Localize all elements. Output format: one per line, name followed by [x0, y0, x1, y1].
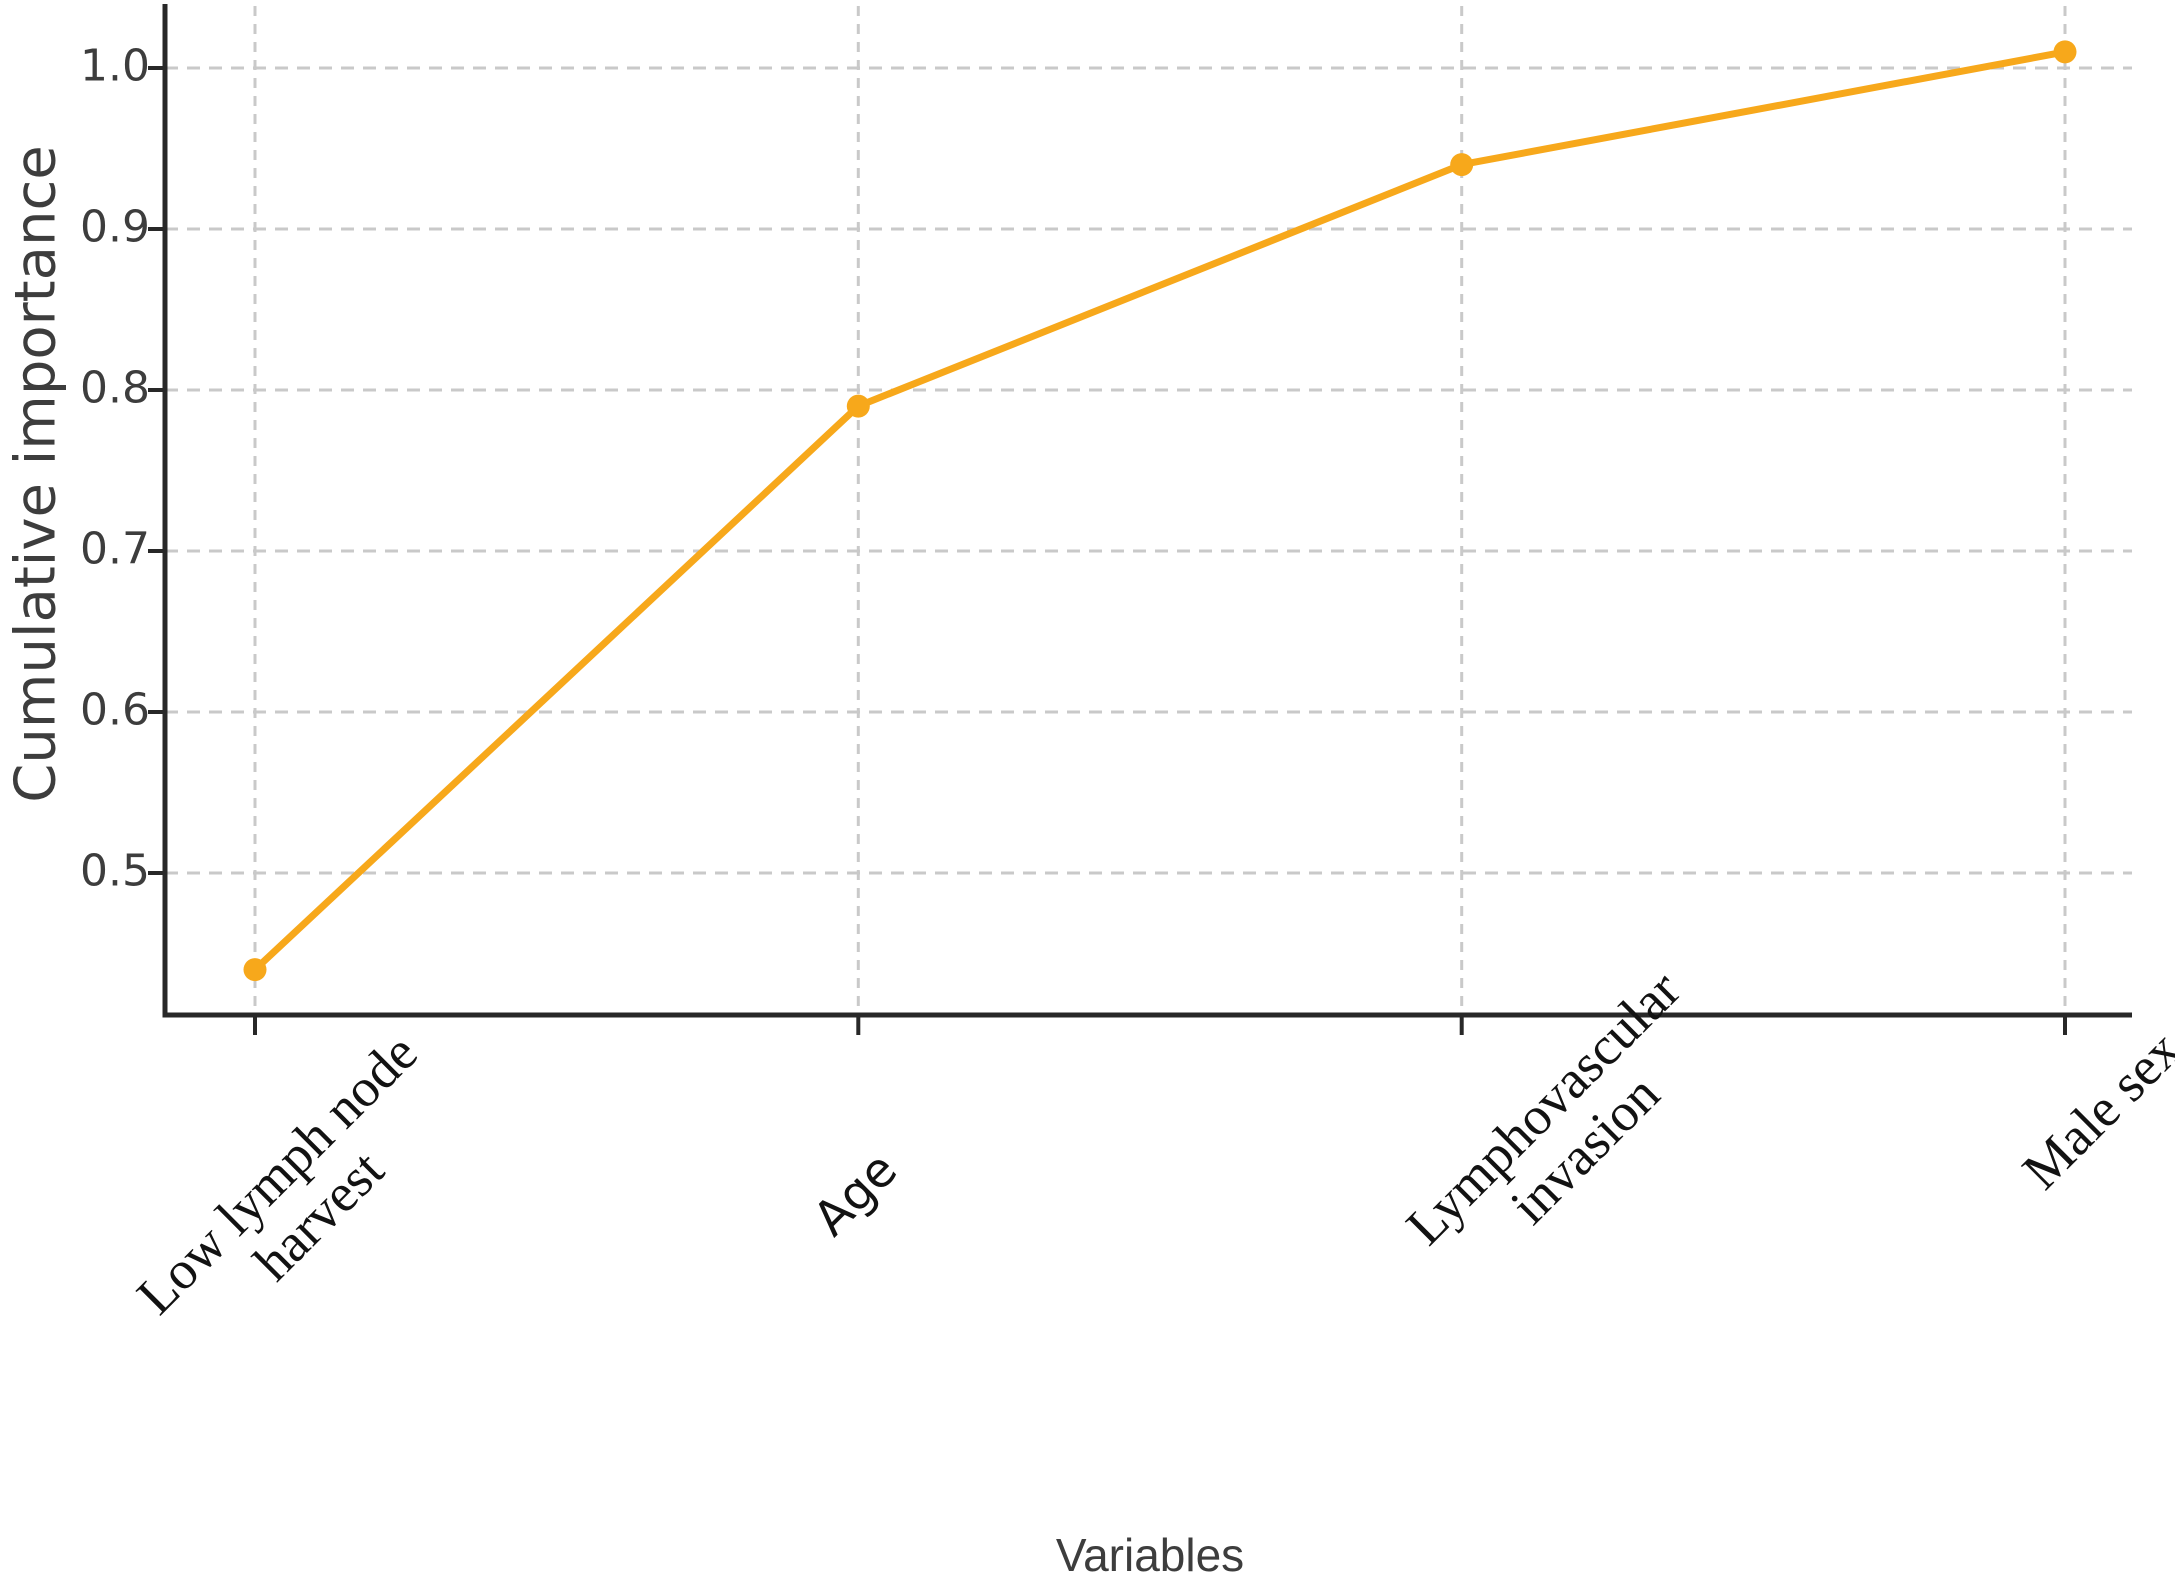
y-tick-label: 0.5: [80, 845, 150, 897]
y-tick-label: 0.8: [80, 362, 150, 414]
data-point: [1450, 153, 1474, 177]
y-axis-title: Cumulative importance: [3, 145, 69, 803]
y-tick-label: 0.6: [80, 684, 150, 736]
y-tick-label: 0.9: [80, 201, 150, 253]
x-axis-title: Variables: [1055, 1529, 1245, 1581]
data-point: [243, 958, 267, 982]
y-tick-label: 1.0: [80, 40, 150, 92]
y-tick-label: 0.7: [80, 523, 150, 575]
data-point: [2053, 40, 2077, 64]
data-point: [846, 394, 870, 418]
data-line: [251, 48, 2069, 974]
